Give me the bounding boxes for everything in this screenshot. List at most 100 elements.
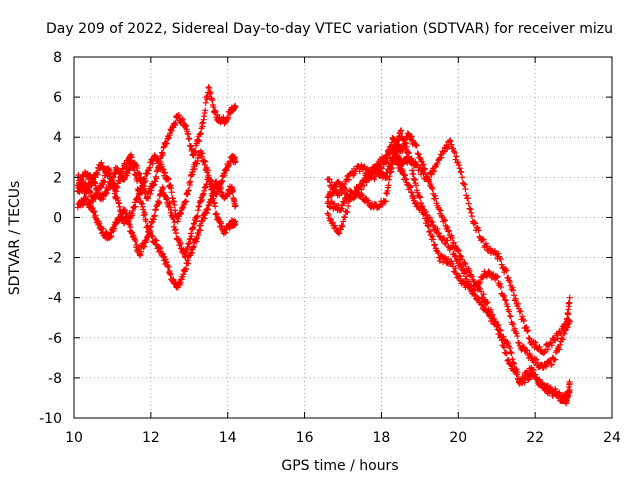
data-point xyxy=(403,140,410,147)
data-point xyxy=(511,325,518,332)
data-point xyxy=(500,333,507,340)
x-tick-label: 14 xyxy=(219,430,237,446)
data-point xyxy=(431,192,438,199)
data-point xyxy=(557,341,564,348)
data-point xyxy=(450,145,457,152)
y-tick-label: 8 xyxy=(53,50,62,66)
y-tick-label: 4 xyxy=(53,130,62,146)
data-point xyxy=(503,267,510,274)
data-point xyxy=(513,330,520,337)
data-point xyxy=(128,154,135,161)
data-point xyxy=(508,350,515,357)
data-point xyxy=(472,220,479,227)
y-tick-label: -10 xyxy=(39,411,62,427)
data-point xyxy=(175,112,182,119)
data-point xyxy=(401,143,408,150)
data-point xyxy=(463,273,470,280)
data-point xyxy=(118,173,125,180)
data-point xyxy=(134,178,141,185)
data-point xyxy=(356,168,363,175)
data-points xyxy=(74,84,573,407)
data-point xyxy=(483,240,490,247)
data-point xyxy=(539,379,546,386)
y-tick-label: -2 xyxy=(48,251,62,267)
data-point xyxy=(502,297,509,304)
data-point xyxy=(111,185,118,192)
data-point xyxy=(552,385,559,392)
data-point xyxy=(468,209,475,216)
data-point xyxy=(163,194,170,201)
data-point xyxy=(497,327,504,334)
data-point xyxy=(562,327,569,334)
data-point xyxy=(171,219,178,226)
data-point xyxy=(466,283,473,290)
data-point xyxy=(398,127,405,134)
data-point xyxy=(92,180,99,187)
data-point xyxy=(461,269,468,276)
data-point xyxy=(207,178,214,185)
data-point xyxy=(501,292,508,299)
data-point xyxy=(458,253,465,260)
data-point xyxy=(142,218,149,225)
data-point xyxy=(556,346,563,353)
data-point xyxy=(206,85,213,92)
data-point xyxy=(336,230,343,237)
data-point xyxy=(436,258,443,265)
data-point xyxy=(182,266,189,273)
data-point xyxy=(142,177,149,184)
data-point xyxy=(429,219,436,226)
data-point xyxy=(325,176,332,183)
data-point xyxy=(449,234,456,241)
data-point xyxy=(232,202,239,209)
data-point xyxy=(427,181,434,188)
data-point xyxy=(431,168,438,175)
data-point xyxy=(422,208,429,215)
data-point xyxy=(493,274,500,281)
data-point xyxy=(498,261,505,268)
data-point xyxy=(434,225,441,232)
data-point xyxy=(153,175,160,182)
data-point xyxy=(457,261,464,268)
data-point xyxy=(449,260,456,267)
data-point xyxy=(326,203,333,210)
data-point xyxy=(506,308,513,315)
data-point xyxy=(196,138,203,145)
data-point xyxy=(191,165,198,172)
data-point xyxy=(432,195,439,202)
data-point xyxy=(480,291,487,298)
data-point xyxy=(329,219,336,226)
data-point xyxy=(125,160,132,167)
data-point xyxy=(192,148,199,155)
data-point xyxy=(544,346,551,353)
data-point xyxy=(525,327,532,334)
data-point xyxy=(229,187,236,194)
data-point xyxy=(565,311,572,318)
data-point xyxy=(495,250,502,257)
data-point xyxy=(337,186,344,193)
data-point xyxy=(434,160,441,167)
data-point xyxy=(452,265,459,272)
data-point xyxy=(455,161,462,168)
data-point xyxy=(207,89,214,96)
data-point xyxy=(156,199,163,206)
data-point xyxy=(223,167,230,174)
data-point xyxy=(523,324,530,331)
data-point xyxy=(466,205,473,212)
data-point xyxy=(159,152,166,159)
data-point xyxy=(452,252,459,259)
y-tick-label: 0 xyxy=(53,210,62,226)
data-point xyxy=(448,141,455,148)
data-point xyxy=(462,260,469,267)
data-point xyxy=(140,183,147,190)
data-point xyxy=(212,203,219,210)
x-tick-label: 16 xyxy=(296,430,314,446)
data-point xyxy=(548,342,555,349)
data-point xyxy=(456,273,463,280)
x-tick-label: 20 xyxy=(449,430,467,446)
x-tick-label: 22 xyxy=(526,430,544,446)
data-point xyxy=(556,389,563,396)
data-point xyxy=(524,347,531,354)
data-point xyxy=(232,104,239,111)
data-point xyxy=(385,182,392,189)
